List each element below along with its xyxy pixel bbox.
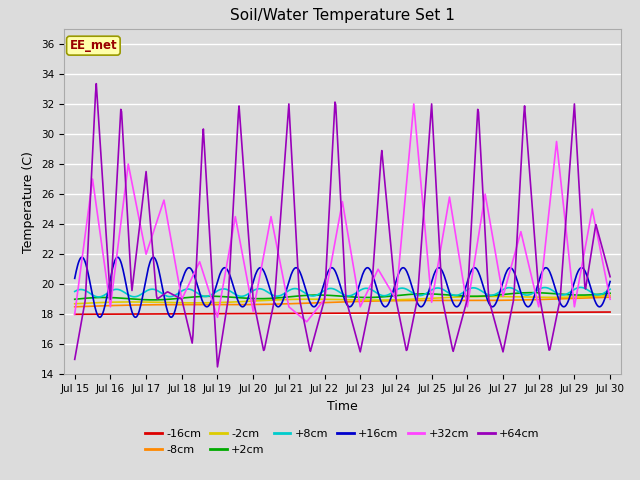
+2cm (606, 290, 614, 296)
+2cm (71, 296, 79, 302)
+8cm (558, 292, 566, 298)
+16cm (71, 276, 79, 281)
+64cm (214, 364, 221, 370)
+16cm (213, 281, 221, 287)
+32cm (211, 308, 219, 313)
+64cm (71, 357, 79, 362)
+8cm (606, 287, 614, 292)
+8cm (440, 287, 447, 293)
+2cm (528, 290, 536, 296)
-16cm (71, 312, 79, 317)
-8cm (211, 302, 219, 308)
-2cm (334, 297, 342, 302)
+64cm (440, 306, 448, 312)
-16cm (557, 310, 565, 315)
+32cm (606, 296, 614, 302)
+2cm (149, 297, 157, 303)
+2cm (387, 293, 395, 299)
-2cm (386, 297, 394, 303)
+32cm (559, 194, 566, 200)
-16cm (386, 310, 394, 316)
+32cm (335, 219, 342, 225)
+2cm (189, 294, 196, 300)
-2cm (439, 295, 447, 300)
+16cm (78, 254, 86, 260)
+16cm (440, 273, 448, 279)
+64cm (335, 172, 343, 178)
Line: +32cm: +32cm (75, 104, 610, 322)
Line: +2cm: +2cm (75, 293, 610, 300)
-8cm (557, 296, 565, 302)
-16cm (211, 311, 219, 317)
+2cm (559, 291, 566, 297)
Line: -2cm: -2cm (75, 296, 610, 304)
-8cm (334, 299, 342, 305)
Line: +8cm: +8cm (75, 288, 610, 297)
+2cm (212, 293, 220, 299)
+64cm (212, 339, 220, 345)
+16cm (606, 278, 614, 284)
Y-axis label: Temperature (C): Temperature (C) (22, 151, 35, 252)
+8cm (387, 290, 395, 296)
-2cm (71, 301, 79, 307)
+16cm (388, 293, 396, 299)
+32cm (410, 101, 418, 107)
-8cm (386, 298, 394, 304)
-16cm (188, 311, 196, 317)
+2cm (335, 293, 342, 299)
-8cm (71, 304, 79, 310)
+16cm (190, 271, 198, 277)
+32cm (440, 225, 448, 231)
+64cm (559, 264, 566, 270)
-2cm (188, 300, 196, 306)
+8cm (577, 285, 584, 290)
-8cm (188, 302, 196, 308)
+64cm (606, 274, 614, 280)
+32cm (188, 275, 196, 280)
+8cm (212, 289, 220, 295)
-8cm (439, 298, 447, 303)
+64cm (92, 81, 100, 86)
+2cm (440, 292, 447, 298)
+8cm (335, 288, 342, 294)
Line: +64cm: +64cm (75, 84, 610, 367)
Line: -16cm: -16cm (75, 312, 610, 314)
Text: EE_met: EE_met (70, 39, 117, 52)
+32cm (303, 319, 310, 324)
+8cm (95, 294, 102, 300)
-16cm (439, 310, 447, 316)
-16cm (606, 309, 614, 315)
+32cm (387, 288, 395, 293)
-2cm (557, 294, 565, 300)
+16cm (335, 280, 343, 286)
+64cm (388, 250, 396, 255)
X-axis label: Time: Time (327, 400, 358, 413)
+64cm (189, 332, 196, 338)
-2cm (211, 300, 219, 305)
+8cm (189, 288, 196, 293)
Legend: -16cm, -8cm, -2cm, +2cm, +8cm, +16cm, +32cm, +64cm: -16cm, -8cm, -2cm, +2cm, +8cm, +16cm, +3… (141, 425, 544, 459)
Line: -8cm: -8cm (75, 297, 610, 307)
-2cm (606, 293, 614, 299)
+8cm (71, 288, 79, 294)
-8cm (606, 294, 614, 300)
+16cm (559, 303, 566, 309)
Line: +16cm: +16cm (75, 257, 610, 317)
+16cm (96, 314, 104, 320)
Title: Soil/Water Temperature Set 1: Soil/Water Temperature Set 1 (230, 9, 455, 24)
-16cm (334, 310, 342, 316)
+32cm (71, 312, 79, 317)
